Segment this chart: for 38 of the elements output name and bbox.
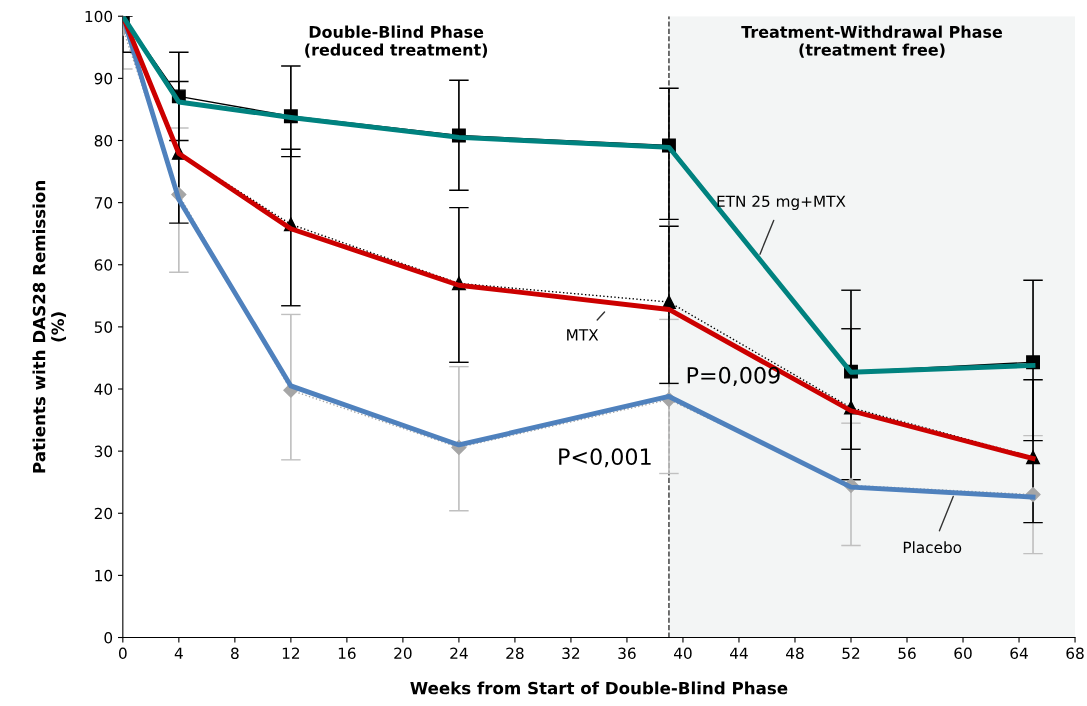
x-tick-label: 56 [898,647,916,660]
y-tick-label: 10 [95,569,113,582]
series-label: MTX [567,329,599,341]
y-tick-label: 40 [94,383,113,396]
y-tick-label: 100 [85,10,113,23]
x-tick-label: 16 [338,647,356,660]
annotation: P=0,009 [687,366,780,386]
x-tick-label: 0 [118,647,127,660]
x-tick-label: 8 [231,647,239,660]
x-tick-label: 32 [562,647,580,660]
x-tick-label: 52 [842,647,860,660]
y-tick-label: 0 [104,631,113,644]
x-tick-label: 48 [786,647,804,660]
series-label: ETN 25 mg+MTX [717,195,846,211]
y-tick-label: 80 [94,134,113,147]
band-label: Treatment-Withdrawal Phase (treatment free) [741,25,1003,58]
text: Placebo [903,541,962,554]
x-tick-label: 44 [729,647,748,659]
y-tick-label: 70 [94,197,113,209]
x-tick-label: 24 [450,647,468,659]
y-tick-label: 50 [94,321,113,333]
annotation: P<0,001 [559,448,651,468]
annotation: Double-Blind Phase (reduced treatment) [305,25,488,58]
y-tick-label: 60 [94,259,113,271]
y-tick-label: 30 [94,445,113,458]
x-tick-label: 20 [394,647,412,660]
x-tick-label: 12 [282,647,300,659]
x-axis-title: Weeks from Start of Double-Blind Phase [410,681,788,695]
x-tick-label: 28 [506,647,524,660]
x-tick-label: 36 [618,647,636,660]
x-tick-label: 60 [954,647,972,660]
x-tick-label: 4 [174,647,183,659]
y-tick-label: 20 [94,507,113,520]
x-tick-label: 68 [1066,647,1084,660]
x-tick-label: 40 [673,647,692,660]
x-tick-label: 64 [1010,647,1028,660]
y-tick-label: 90 [94,72,113,85]
y-axis-title: Patients with DAS28 Remission (%) [32,181,67,473]
